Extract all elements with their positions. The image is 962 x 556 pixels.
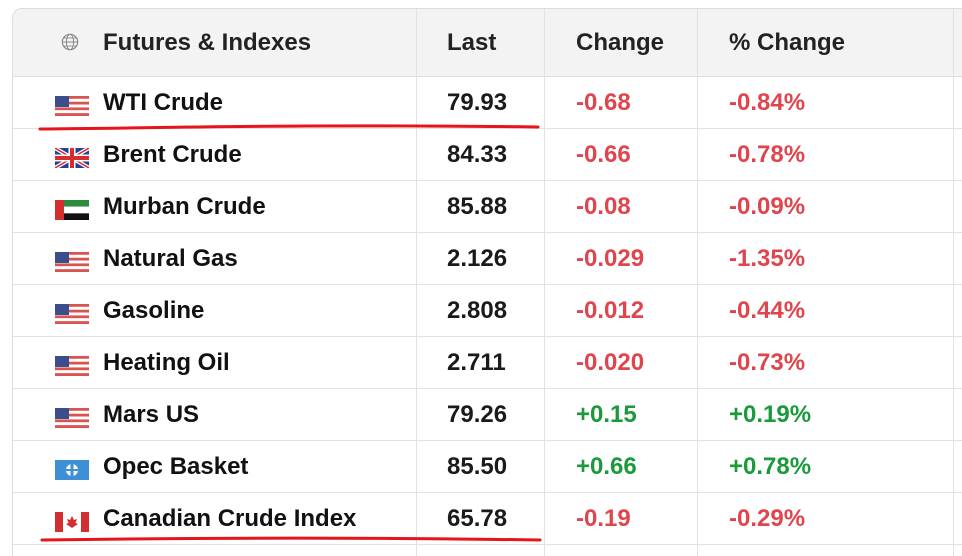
price-change: -0.020 — [576, 349, 645, 376]
uae-flag-icon — [55, 200, 89, 220]
table-row[interactable]: Mars US 79.26 +0.15 +0.19% — [13, 389, 962, 441]
header-last[interactable]: Last — [447, 29, 497, 56]
last-price: 84.33 — [447, 141, 508, 168]
table-row[interactable]: Heating Oil 2.711 -0.020 -0.73% — [13, 337, 962, 389]
instrument-name-link[interactable]: Heating Oil — [103, 349, 230, 376]
instrument-name-link[interactable]: Mars US — [103, 401, 200, 428]
us-flag-icon — [55, 252, 89, 272]
last-price: 2.126 — [447, 245, 508, 272]
table-row[interactable]: Murban Crude 85.88 -0.08 -0.09% — [13, 181, 962, 233]
percent-change: +0.78% — [729, 453, 812, 480]
us-flag-icon — [55, 96, 89, 116]
header-name[interactable]: Futures & Indexes — [103, 29, 312, 56]
last-price: 79.26 — [447, 401, 508, 428]
uk-flag-icon — [55, 148, 89, 168]
header-pct-change[interactable]: % Change — [729, 29, 846, 56]
price-change: +0.15 — [576, 401, 637, 428]
last-price: 79.93 — [447, 89, 508, 116]
price-change: -0.19 — [576, 505, 631, 532]
canada-flag-icon — [55, 512, 89, 532]
column-divider — [544, 9, 545, 556]
last-price: 2.808 — [447, 297, 508, 324]
last-price: 2.711 — [447, 349, 506, 376]
price-change: -0.012 — [576, 297, 645, 324]
us-flag-icon — [55, 304, 89, 324]
last-price: 65.78 — [447, 505, 508, 532]
column-divider — [697, 9, 698, 556]
price-change: -0.08 — [576, 193, 631, 220]
price-change: -0.66 — [576, 141, 631, 168]
percent-change: -1.35% — [729, 245, 806, 272]
table-row[interactable]: Brent Crude 84.33 -0.66 -0.78% — [13, 129, 962, 181]
instrument-name-link[interactable]: Brent Crude — [103, 141, 242, 168]
instrument-name-link[interactable]: Murban Crude — [103, 193, 266, 220]
us-flag-icon — [55, 408, 89, 428]
us-flag-icon — [55, 356, 89, 376]
instrument-name-link[interactable]: Gasoline — [103, 297, 205, 324]
globe-icon — [61, 33, 79, 51]
percent-change: -0.29% — [729, 505, 806, 532]
percent-change: -0.09% — [729, 193, 806, 220]
table-row[interactable]: Gasoline 2.808 -0.012 -0.44% — [13, 285, 962, 337]
futures-table: Futures & Indexes Last Change % Change W… — [12, 8, 962, 556]
table-row[interactable]: Opec Basket 85.50 +0.66 +0.78% — [13, 441, 962, 493]
percent-change: -0.84% — [729, 89, 806, 116]
instrument-name-link[interactable]: Canadian Crude Index — [103, 505, 357, 532]
opec-flag-icon — [55, 460, 89, 480]
table-header: Futures & Indexes Last Change % Change — [13, 9, 962, 77]
column-divider — [416, 9, 417, 556]
column-divider — [953, 9, 954, 556]
table-row[interactable]: WTI Crude 79.93 -0.68 -0.84% — [13, 77, 962, 129]
percent-change: +0.19% — [729, 401, 812, 428]
percent-change: -0.73% — [729, 349, 806, 376]
price-change: +0.66 — [576, 453, 637, 480]
table-row[interactable]: Canadian Crude Index 65.78 -0.19 -0.29% — [13, 493, 962, 545]
instrument-name-link[interactable]: WTI Crude — [103, 89, 223, 116]
percent-change: -0.44% — [729, 297, 806, 324]
last-price: 85.88 — [447, 193, 508, 220]
price-change: -0.68 — [576, 89, 631, 116]
header-change[interactable]: Change — [576, 29, 665, 56]
percent-change: -0.78% — [729, 141, 806, 168]
instrument-name-link[interactable]: Natural Gas — [103, 245, 238, 272]
table-row[interactable]: Natural Gas 2.126 -0.029 -1.35% — [13, 233, 962, 285]
last-price: 85.50 — [447, 453, 508, 480]
instrument-name-link[interactable]: Opec Basket — [103, 453, 249, 480]
price-change: -0.029 — [576, 245, 645, 272]
